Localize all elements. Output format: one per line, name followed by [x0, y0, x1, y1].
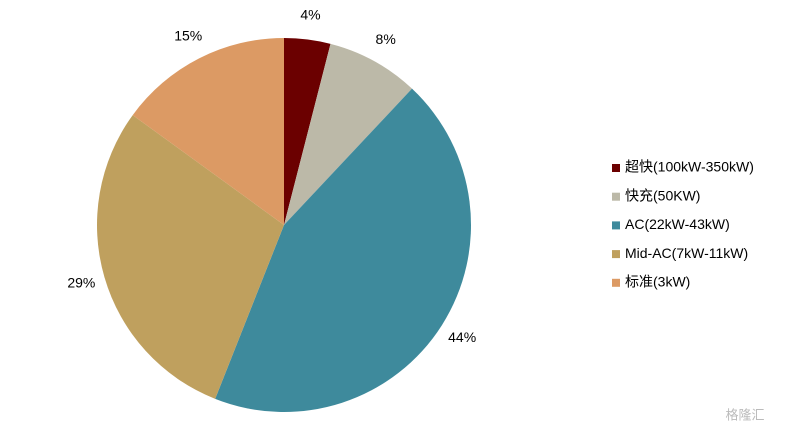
- pie-slice: [96, 115, 285, 399]
- data-label: 8%: [376, 31, 396, 47]
- data-label: 15%: [174, 28, 202, 44]
- legend-label: 超快(100kW-350kW): [625, 159, 754, 175]
- legend-swatch: [612, 250, 620, 259]
- legend-label: 快充(50KW): [625, 187, 700, 203]
- legend-label: 标准(3kW): [625, 274, 690, 290]
- legend-swatch: [612, 192, 620, 201]
- pie-slice: [284, 43, 413, 225]
- legend-swatch: [612, 164, 620, 172]
- watermark: 格隆汇: [725, 407, 764, 422]
- legend-label: Mid-AC(7kW-11kW): [625, 245, 748, 261]
- pie-slice: [132, 38, 284, 225]
- data-label: 4%: [300, 6, 320, 22]
- pie-slice: [284, 38, 331, 225]
- legend-label: AC(22kW-43kW): [625, 216, 730, 232]
- pie-slice: [215, 88, 471, 413]
- legend-swatch: [612, 221, 620, 230]
- legend-swatch: [612, 278, 620, 287]
- data-label: 29%: [67, 275, 95, 291]
- data-label: 44%: [448, 329, 476, 345]
